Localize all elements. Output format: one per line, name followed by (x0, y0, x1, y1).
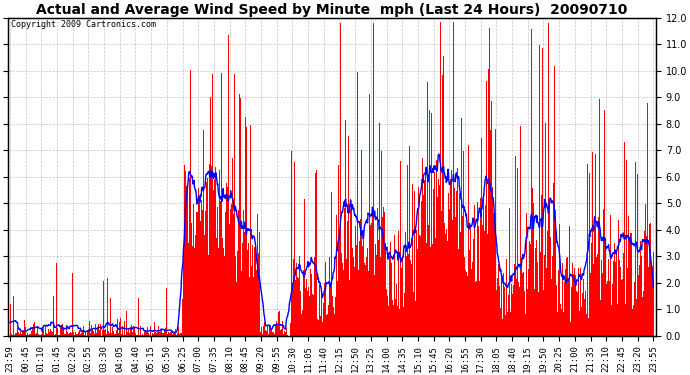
Title: Actual and Average Wind Speed by Minute  mph (Last 24 Hours)  20090710: Actual and Average Wind Speed by Minute … (36, 3, 627, 17)
Text: Copyright 2009 Cartronics.com: Copyright 2009 Cartronics.com (11, 20, 156, 28)
